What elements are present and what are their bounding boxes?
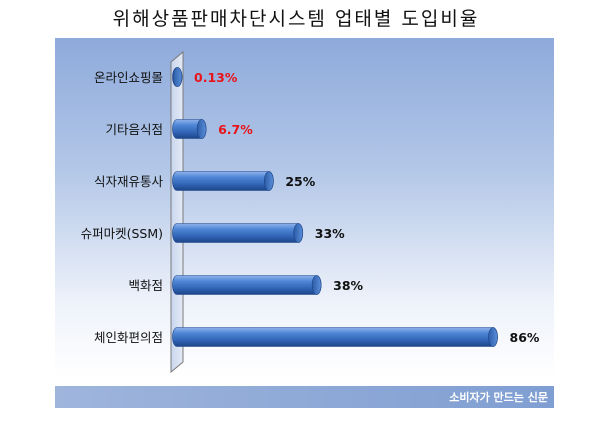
value-label: 6.7% bbox=[218, 122, 253, 137]
category-label: 슈퍼마켓(SSM) bbox=[81, 226, 163, 241]
category-label: 기타음식점 bbox=[105, 122, 163, 137]
bar-4 bbox=[172, 275, 322, 295]
chart-title: 위해상품판매차단시스템 업태별 도입비율 bbox=[112, 8, 480, 30]
value-label: 25% bbox=[285, 174, 315, 189]
category-label: 식자재유통사 bbox=[94, 174, 164, 189]
source-label: 소비자가 만드는 신문 bbox=[449, 391, 548, 404]
bar-cap bbox=[172, 67, 183, 87]
bar-3 bbox=[172, 223, 304, 243]
value-label: 33% bbox=[315, 226, 345, 241]
bar-0 bbox=[172, 67, 183, 87]
bar-body bbox=[172, 275, 322, 295]
category-label: 체인화편의점 bbox=[94, 330, 163, 345]
bar-body bbox=[172, 223, 304, 243]
value-label: 38% bbox=[333, 278, 363, 293]
bar-5 bbox=[172, 327, 498, 347]
bar-body bbox=[172, 171, 274, 191]
axis-layer bbox=[170, 50, 184, 374]
axis-wall bbox=[170, 50, 184, 374]
bar-1 bbox=[172, 119, 207, 139]
labels-layer: 온라인쇼핑몰 0.13% 기타음식점 6.7% 식자재유통사 25% 슈퍼마켓(SSM) 33… bbox=[81, 70, 540, 345]
bars-layer bbox=[172, 67, 498, 347]
bar-body bbox=[172, 327, 498, 347]
bar-cap bbox=[488, 327, 498, 347]
value-label: 86% bbox=[510, 330, 540, 345]
plot-background bbox=[55, 38, 554, 378]
bar-cap bbox=[293, 223, 304, 243]
footer-band: 소비자가 만드는 신문 bbox=[55, 386, 554, 408]
bar-cap bbox=[264, 171, 274, 191]
bar-2 bbox=[172, 171, 274, 191]
category-label: 백화점 bbox=[128, 278, 163, 293]
category-label: 온라인쇼핑몰 bbox=[94, 70, 163, 85]
value-label: 0.13% bbox=[194, 70, 238, 85]
bar-cap bbox=[196, 119, 207, 139]
bar-cap bbox=[311, 275, 322, 295]
